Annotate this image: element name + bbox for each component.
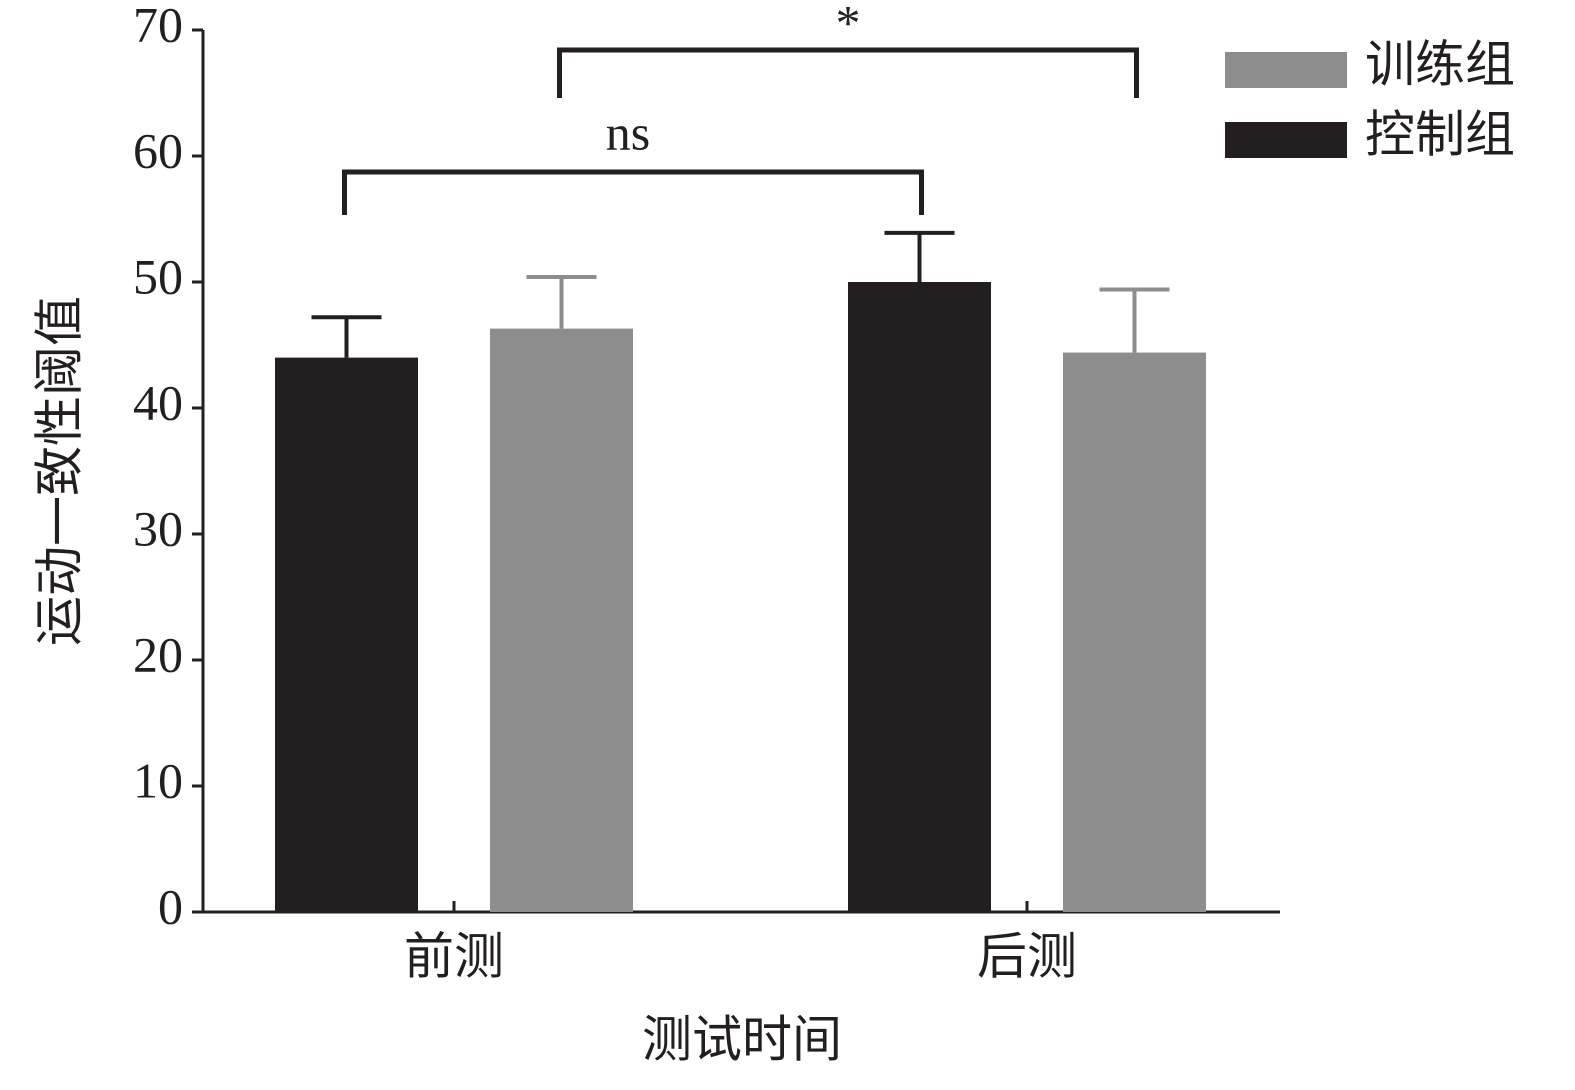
- bar: [1063, 352, 1206, 912]
- x-axis-title: 测试时间: [642, 1011, 842, 1067]
- y-tick-label: 50: [133, 248, 183, 304]
- significance-label: *: [836, 0, 861, 50]
- y-tick-label: 60: [133, 122, 183, 178]
- bar: [490, 328, 633, 912]
- y-tick-label: 30: [133, 500, 183, 556]
- y-tick-label: 70: [133, 0, 183, 52]
- significance-label: ns: [606, 104, 650, 160]
- y-tick-label: 20: [133, 626, 183, 682]
- y-tick-label: 40: [133, 374, 183, 430]
- bar: [275, 357, 418, 913]
- significance-bracket: [557, 47, 1139, 98]
- y-tick-label: 10: [133, 752, 183, 808]
- legend-label: 控制组: [1365, 106, 1515, 162]
- legend-label: 训练组: [1365, 36, 1515, 92]
- legend-swatch: [1225, 52, 1347, 88]
- x-tick-label: 后测: [977, 928, 1077, 984]
- x-tick-label: 前测: [404, 928, 504, 984]
- bar: [848, 282, 991, 912]
- legend-swatch: [1225, 122, 1347, 158]
- significance-bracket: [342, 169, 924, 215]
- y-axis-title: 运动一致性阈值: [31, 296, 87, 646]
- y-tick-label: 0: [158, 878, 183, 934]
